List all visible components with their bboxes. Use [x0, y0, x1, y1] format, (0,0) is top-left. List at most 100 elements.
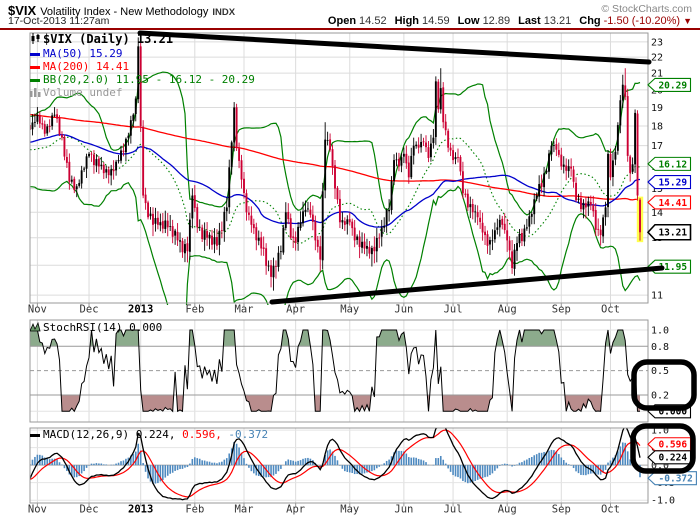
- macd-hist-bar: [243, 458, 245, 466]
- candle-body: [319, 246, 322, 260]
- candle-body: [287, 212, 290, 220]
- candle-body: [252, 224, 255, 229]
- candle-body: [331, 149, 334, 167]
- macd-hist-bar: [115, 463, 117, 466]
- macd-hist-bar: [395, 450, 398, 466]
- macd-hist-bar: [142, 463, 144, 466]
- macd-hist-bar: [533, 455, 536, 466]
- macd-hist-bar: [71, 465, 73, 476]
- macd-hist-bar: [602, 465, 604, 473]
- macd-hist-bar: [270, 465, 272, 478]
- candle-body: [567, 166, 570, 172]
- macd-hist-bar: [206, 461, 208, 466]
- macd-hist-bar: [174, 465, 176, 471]
- macd-hist-bar: [225, 458, 228, 466]
- macd-hist-bar: [164, 465, 167, 478]
- candle-body: [420, 141, 423, 148]
- candle-body: [503, 223, 506, 231]
- macd-hist-bar: [235, 443, 238, 466]
- candle-body: [203, 230, 206, 240]
- macd-hist-bar: [83, 465, 85, 472]
- macd-label: MACD(12,26,9): [43, 428, 130, 441]
- candle-body: [169, 226, 172, 227]
- last-value: 13.21: [543, 15, 572, 27]
- month-label: Sep: [552, 504, 571, 516]
- candle-body: [238, 148, 241, 161]
- macd-signal-value: 0.596,: [175, 428, 222, 441]
- macd-hist-bar: [398, 450, 400, 466]
- axis-callout: [646, 223, 692, 241]
- candle-body: [289, 218, 292, 238]
- candle-body: [282, 227, 285, 253]
- legend-main: $VIX (Daily) 13.21: [43, 32, 174, 46]
- macd-hist-bar: [262, 465, 265, 477]
- macd-hist-bar: [245, 463, 248, 466]
- candle-body: [597, 228, 600, 230]
- bb-line-swatch: [30, 78, 40, 82]
- macd-hist-bar: [437, 458, 440, 466]
- candle-body: [565, 165, 568, 171]
- macd-hist-bar: [449, 465, 452, 472]
- macd-hist-bar: [85, 465, 88, 468]
- candle-body: [552, 145, 555, 146]
- macd-hist-bar: [474, 465, 477, 481]
- candle-body: [370, 248, 373, 255]
- header-divider: [0, 28, 700, 30]
- macd-hist-bar: [538, 452, 540, 466]
- macd-hist-bar: [93, 463, 95, 466]
- macd-hist-bar: [417, 458, 420, 466]
- macd-hist-bar: [486, 465, 489, 477]
- macd-hist-bar: [331, 451, 334, 466]
- macd-hist-bar: [68, 465, 71, 475]
- candle-body: [314, 221, 317, 241]
- candle-body: [329, 139, 332, 150]
- macd-hist-bar: [346, 465, 349, 472]
- macd-hist-bar: [61, 464, 63, 466]
- macd-hist-bar: [191, 458, 194, 466]
- candle-body: [437, 81, 440, 110]
- macd-hist-bar: [400, 450, 403, 466]
- candle-body: [51, 115, 54, 127]
- copyright: © StockCharts.com: [601, 3, 692, 15]
- macd-hist-bar: [166, 465, 169, 476]
- candle-body: [587, 201, 590, 207]
- stochrsi-axis: 1.0 0.8 0.5 0.2: [651, 325, 669, 401]
- candles: [30, 37, 641, 291]
- candle-body: [196, 207, 199, 228]
- macd-hist-bar: [560, 457, 563, 466]
- month-label: May: [340, 304, 359, 316]
- macd-hist-bar: [250, 465, 253, 472]
- macd-hist-bar: [609, 460, 612, 466]
- candle-body: [511, 251, 514, 269]
- macd-hist-bar: [503, 463, 506, 466]
- macd-hist-bar: [132, 453, 135, 466]
- macd-hist-bar: [130, 455, 132, 466]
- candle-body: [520, 233, 523, 242]
- macd-hist-bar: [545, 451, 548, 466]
- price-tick-label: 14: [651, 208, 663, 219]
- candle-body: [471, 204, 474, 213]
- candle-body: [629, 156, 632, 173]
- macd-hist-bar: [518, 462, 521, 466]
- low-value: 12.89: [482, 15, 511, 27]
- macd-hist-bar: [122, 460, 125, 466]
- candle-body: [439, 88, 442, 110]
- macd-hist-bar: [275, 465, 277, 474]
- macd-hist-bar: [341, 465, 344, 469]
- candle-body: [373, 246, 376, 252]
- candle-body: [343, 221, 346, 225]
- candle-body: [61, 134, 63, 138]
- candle-body: [63, 136, 66, 157]
- legend-volume: Volume undef: [43, 86, 123, 99]
- candle-body: [53, 114, 56, 116]
- candle-body: [326, 140, 329, 141]
- macd-hist-bar: [575, 465, 577, 472]
- stochrsi-panel: [30, 329, 648, 413]
- macd-hist-bar: [326, 450, 329, 466]
- candle-body: [324, 139, 327, 191]
- candle-body: [97, 158, 100, 167]
- macd-hist-bar: [272, 465, 275, 476]
- candle-body: [93, 154, 95, 166]
- candle-body: [275, 266, 277, 267]
- macd-hist-bar: [203, 460, 206, 466]
